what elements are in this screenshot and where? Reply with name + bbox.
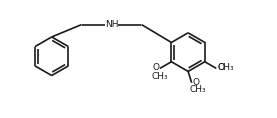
Text: CH₃: CH₃: [218, 63, 234, 72]
Text: O: O: [217, 63, 224, 72]
Text: O: O: [153, 63, 160, 72]
Text: CH₃: CH₃: [151, 72, 168, 81]
Text: O: O: [193, 78, 199, 87]
Text: NH: NH: [105, 20, 118, 29]
Text: CH₃: CH₃: [189, 85, 206, 94]
